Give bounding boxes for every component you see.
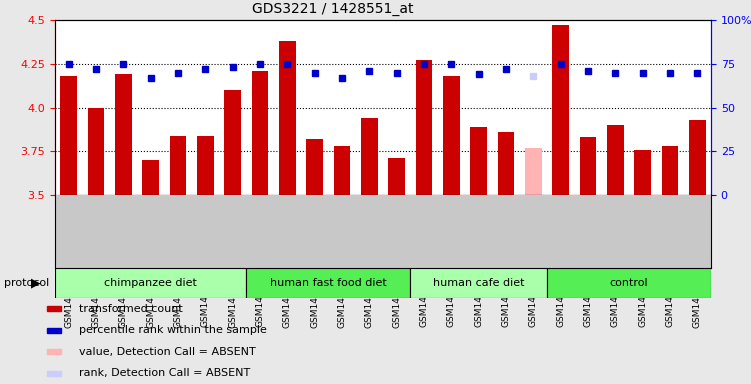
Text: human cafe diet: human cafe diet <box>433 278 524 288</box>
Bar <box>470 127 487 195</box>
Bar <box>410 268 547 298</box>
Bar <box>553 25 569 195</box>
Bar <box>225 90 241 195</box>
Bar <box>580 137 596 195</box>
Text: ▶: ▶ <box>32 276 41 290</box>
Bar <box>443 76 460 195</box>
Text: GDS3221 / 1428551_at: GDS3221 / 1428551_at <box>252 2 413 16</box>
Text: protocol: protocol <box>4 278 49 288</box>
Text: value, Detection Call = ABSENT: value, Detection Call = ABSENT <box>79 347 255 357</box>
Bar <box>143 160 159 195</box>
Bar <box>61 76 77 195</box>
Text: chimpanzee diet: chimpanzee diet <box>104 278 197 288</box>
Bar <box>88 108 104 195</box>
Bar <box>55 268 246 298</box>
Bar <box>607 125 623 195</box>
Bar <box>662 146 678 195</box>
Bar <box>498 132 514 195</box>
Bar <box>47 349 61 354</box>
Bar <box>115 74 131 195</box>
Text: rank, Detection Call = ABSENT: rank, Detection Call = ABSENT <box>79 368 250 378</box>
Bar <box>333 146 350 195</box>
Bar <box>47 328 61 333</box>
Bar <box>547 268 711 298</box>
Bar <box>306 139 323 195</box>
Text: percentile rank within the sample: percentile rank within the sample <box>79 325 267 335</box>
Text: transformed count: transformed count <box>79 304 182 314</box>
Bar <box>388 158 405 195</box>
Bar <box>361 118 378 195</box>
Bar <box>47 306 61 311</box>
Bar <box>635 149 651 195</box>
Bar <box>47 371 61 376</box>
Bar <box>252 71 268 195</box>
Bar <box>170 136 186 195</box>
Text: control: control <box>610 278 648 288</box>
Bar <box>416 60 432 195</box>
Bar <box>246 268 410 298</box>
Bar <box>525 148 541 195</box>
Text: human fast food diet: human fast food diet <box>270 278 387 288</box>
Bar <box>689 120 705 195</box>
Bar <box>197 136 213 195</box>
Bar <box>279 41 296 195</box>
